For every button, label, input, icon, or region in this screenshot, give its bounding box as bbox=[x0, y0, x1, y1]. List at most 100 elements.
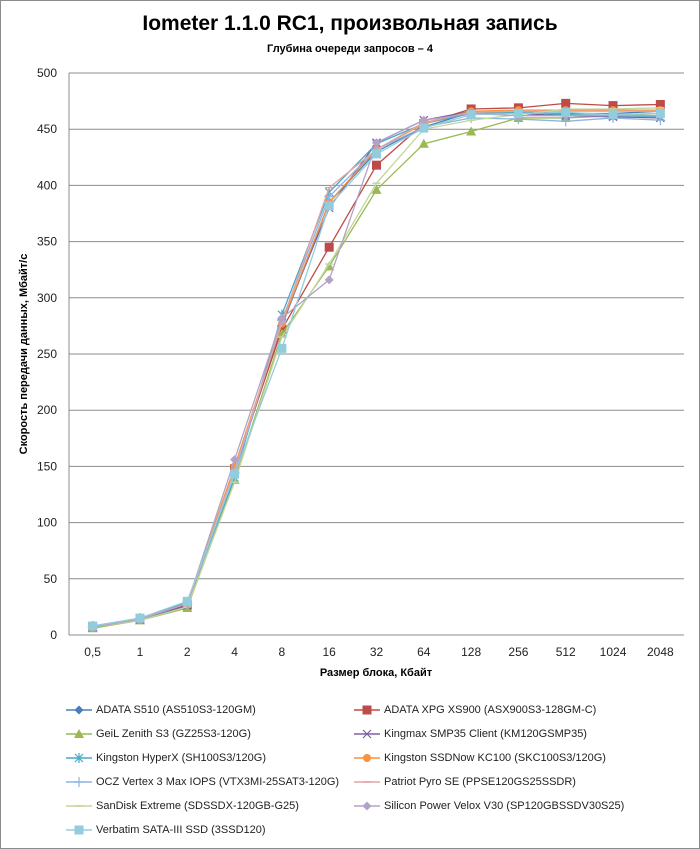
y-tick-label: 0 bbox=[50, 628, 57, 642]
legend-item: Kingston SSDNow KC100 (SKC100S3/120G) bbox=[353, 748, 606, 768]
legend-label: Kingmax SMP35 Client (KM120GSMP35) bbox=[384, 728, 587, 740]
legend-marker bbox=[74, 705, 84, 715]
legend-swatch bbox=[354, 781, 380, 783]
data-point bbox=[655, 108, 665, 118]
chart-title: Iometer 1.1.0 RC1, произвольная запись bbox=[142, 12, 558, 35]
data-point bbox=[277, 313, 287, 323]
x-tick-label: 256 bbox=[508, 645, 528, 659]
x-tick-label: 128 bbox=[461, 645, 481, 659]
legend-swatch bbox=[66, 825, 92, 835]
x-tick-label: 2048 bbox=[647, 645, 674, 659]
line-chart: 0 50 100 150 200 250 300 350 400 450 500 0,5 1 2 4 8 16… bbox=[18, 66, 684, 679]
data-point bbox=[372, 149, 381, 159]
data-point bbox=[372, 160, 381, 170]
legend-label: SanDisk Extreme (SDSSDX-120GB-G25) bbox=[96, 800, 299, 812]
data-point bbox=[88, 621, 98, 631]
data-point bbox=[230, 469, 240, 479]
legend-item: Silicon Power Velox V30 (SP120GBSSDV30S2… bbox=[353, 796, 624, 816]
x-tick-label: 0,5 bbox=[84, 645, 101, 659]
legend-swatch bbox=[66, 705, 92, 715]
data-point bbox=[276, 328, 287, 338]
legend-item: Verbatim SATA-III SSD (3SSD120) bbox=[65, 820, 266, 840]
y-tick-label: 200 bbox=[37, 403, 57, 417]
series-line bbox=[92, 102, 661, 628]
legend-label: Silicon Power Velox V30 (SP120GBSSDV30S2… bbox=[384, 800, 625, 812]
legend-item: Patriot Pyro SE (PPSE120GS25SSDR) bbox=[353, 772, 576, 792]
x-tick-label: 64 bbox=[417, 645, 431, 659]
x-tick-label: 32 bbox=[370, 645, 384, 659]
data-point bbox=[372, 138, 381, 148]
legend-marker bbox=[74, 753, 84, 763]
x-tick-label: 8 bbox=[279, 645, 286, 659]
legend-marker bbox=[74, 825, 84, 835]
legend-swatch bbox=[66, 729, 92, 738]
data-point bbox=[466, 126, 477, 136]
legend-item: OCZ Vertex 3 Max IOPS (VTX3MI-25SAT3-120… bbox=[65, 772, 339, 792]
y-tick-label: 100 bbox=[37, 516, 57, 530]
legend-label: OCZ Vertex 3 Max IOPS (VTX3MI-25SAT3-120… bbox=[96, 776, 340, 788]
legend-swatch bbox=[354, 729, 380, 739]
series-10 bbox=[88, 107, 665, 631]
data-point bbox=[419, 123, 429, 133]
data-point bbox=[561, 98, 571, 108]
y-tick-label: 350 bbox=[37, 235, 57, 249]
legend-swatch bbox=[354, 754, 380, 762]
legend-swatch bbox=[66, 777, 92, 787]
legend-item: ADATA S510 (AS510S3-120GM) bbox=[65, 700, 256, 720]
x-tick-label: 16 bbox=[323, 645, 337, 659]
legend-marker bbox=[363, 754, 371, 762]
data-point bbox=[371, 184, 382, 194]
legend-marker bbox=[74, 729, 84, 738]
x-axis-label: Размер блока, Кбайт bbox=[320, 667, 433, 679]
data-point bbox=[608, 110, 618, 120]
data-point bbox=[135, 613, 145, 623]
chart-subtitle: Глубина очереди запросов – 4 bbox=[267, 43, 433, 55]
legend-swatch bbox=[354, 801, 380, 811]
x-tick-label: 4 bbox=[231, 645, 238, 659]
y-tick-label: 400 bbox=[37, 178, 57, 192]
legend-item: Kingston HyperX (SH100S3/120G) bbox=[65, 748, 266, 768]
legend-marker bbox=[362, 801, 372, 811]
x-tick-label: 1 bbox=[137, 645, 144, 659]
legend-label: GeiL Zenith S3 (GZ25S3-120G) bbox=[96, 728, 251, 740]
data-point bbox=[561, 107, 571, 117]
y-tick-label: 50 bbox=[44, 572, 58, 586]
data-point bbox=[324, 275, 334, 285]
data-point bbox=[466, 110, 476, 120]
y-tick-label: 250 bbox=[37, 347, 57, 361]
legend-item: Kingmax SMP35 Client (KM120GSMP35) bbox=[353, 724, 587, 744]
y-tick-label: 150 bbox=[37, 459, 57, 473]
data-point bbox=[324, 201, 334, 211]
legend-label: Patriot Pyro SE (PPSE120GS25SSDR) bbox=[384, 776, 576, 788]
legend-item: GeiL Zenith S3 (GZ25S3-120G) bbox=[65, 724, 251, 744]
legend-label: ADATA XPG XS900 (ASX900S3-128GM-C) bbox=[384, 704, 597, 716]
legend-item: SanDisk Extreme (SDSSDX-120GB-G25) bbox=[65, 796, 299, 816]
data-point bbox=[277, 343, 287, 353]
legend-label: Kingston HyperX (SH100S3/120G) bbox=[96, 752, 266, 764]
data-point bbox=[513, 108, 523, 118]
series-1 bbox=[88, 98, 665, 632]
legend-swatch bbox=[66, 753, 92, 763]
legend-label: Verbatim SATA-III SSD (3SSD120) bbox=[96, 824, 266, 836]
y-tick-label: 450 bbox=[37, 122, 57, 136]
x-tick-label: 2 bbox=[184, 645, 191, 659]
legend-label: ADATA S510 (AS510S3-120GM) bbox=[96, 704, 256, 716]
y-axis-label: Скорость передачи данных, Мбайт/с bbox=[18, 254, 30, 455]
y-tick-label: 300 bbox=[37, 291, 57, 305]
series-line bbox=[92, 117, 661, 628]
data-point bbox=[608, 101, 618, 111]
legend-swatch bbox=[354, 705, 380, 715]
legend-marker bbox=[362, 705, 372, 715]
legend-item: ADATA XPG XS900 (ASX900S3-128GM-C) bbox=[353, 700, 596, 720]
data-point bbox=[324, 242, 334, 252]
data-point bbox=[418, 138, 429, 148]
data-point bbox=[655, 99, 665, 109]
x-tick-label: 512 bbox=[556, 645, 576, 659]
legend-swatch bbox=[66, 805, 92, 807]
data-point bbox=[182, 596, 192, 606]
data-point bbox=[419, 115, 429, 125]
legend-label: Kingston SSDNow KC100 (SKC100S3/120G) bbox=[384, 752, 606, 764]
series-2 bbox=[87, 108, 666, 633]
y-tick-label: 500 bbox=[37, 66, 57, 80]
x-tick-label: 1024 bbox=[600, 645, 627, 659]
